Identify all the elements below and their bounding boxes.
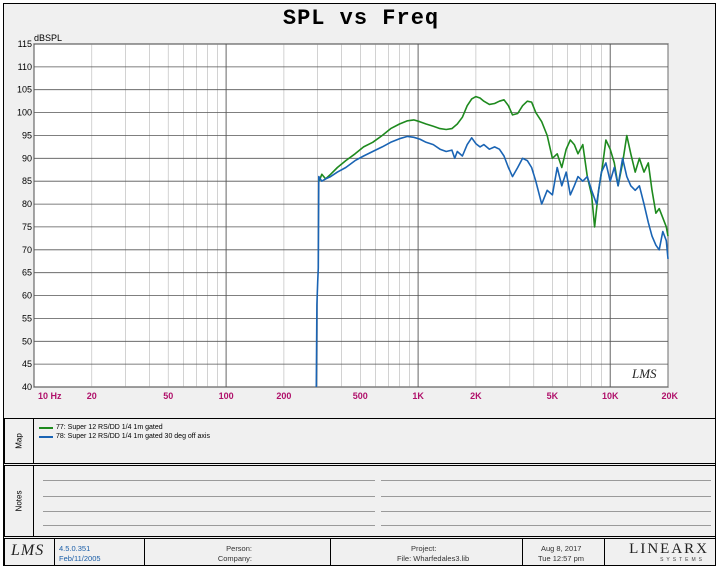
print-date: Aug 8, 2017 <box>541 544 582 553</box>
linearx-logo: LINEARX <box>629 541 709 557</box>
legend-swatch-blue <box>39 435 53 438</box>
footer-bar: LMS 4.5.0.351 Feb/11/2005 Person: Compan… <box>4 538 716 566</box>
project-label: Project: <box>411 544 437 553</box>
notes-tab-label: Notes <box>14 490 24 512</box>
y-tick-label: 50 <box>22 336 32 346</box>
footer-project-cell: Project: File: Wharfedales3.lib <box>331 539 523 565</box>
y-tick-label: 70 <box>22 245 32 255</box>
y-tick-label: 95 <box>22 131 32 141</box>
map-panel: Map 77: Super 12 RS/DD 1/4 1m gated 78: … <box>4 418 716 464</box>
y-tick-label: 85 <box>22 176 32 186</box>
build-date-text: Feb/11/2005 <box>59 554 101 563</box>
version-text: 4.5.0.351 <box>59 544 91 553</box>
legend-label: 77: Super 12 RS/DD 1/4 1m gated <box>56 424 163 431</box>
series-line-1 <box>318 95 669 237</box>
linearx-subtitle: SYSTEMS <box>660 557 705 563</box>
note-line[interactable] <box>43 480 375 481</box>
person-label: Person: <box>226 544 252 553</box>
map-tab-label: Map <box>14 433 24 449</box>
y-tick-labels: 40 45 50 55 60 65 70 75 80 85 90 95 100 105 110 115 <box>17 39 32 392</box>
note-line[interactable] <box>381 511 711 512</box>
notes-tab[interactable]: Notes <box>5 466 34 536</box>
legend-entry[interactable]: 77: Super 12 RS/DD 1/4 1m gated <box>39 424 163 431</box>
note-line[interactable] <box>381 525 711 526</box>
footer-date-cell: Aug 8, 2017 Tue 12:57 pm <box>523 539 605 565</box>
y-tick-label: 90 <box>22 153 32 163</box>
y-tick-label: 75 <box>22 222 32 232</box>
y-tick-label: 40 <box>22 382 32 392</box>
footer-version-cell: 4.5.0.351 Feb/11/2005 <box>55 539 145 565</box>
note-line[interactable] <box>43 525 375 526</box>
x-tick-label: 1K <box>412 391 424 401</box>
y-tick-label: 110 <box>18 62 32 72</box>
x-tick-label: 10K <box>602 391 619 401</box>
plot-lms-logo: LMS <box>631 366 657 381</box>
x-tick-label: 50 <box>163 391 173 401</box>
legend-swatch-green <box>39 426 53 429</box>
chart-title: SPL vs Freq <box>282 6 440 31</box>
x-tick-label: 10 Hz <box>38 391 62 401</box>
print-time: Tue 12:57 pm <box>538 554 584 563</box>
y-tick-label: 100 <box>17 108 32 118</box>
y-tick-label: 60 <box>22 291 32 301</box>
y-tick-label: 55 <box>22 313 32 323</box>
footer-logo-cell: LMS <box>5 539 55 565</box>
x-tick-label: 100 <box>219 391 234 401</box>
legend-label: 78: Super 12 RS/DD 1/4 1m gated 30 deg o… <box>56 433 210 440</box>
y-tick-label: 115 <box>18 39 32 49</box>
file-label: File: Wharfedales3.lib <box>397 554 470 563</box>
note-line[interactable] <box>381 496 711 497</box>
y-tick-label: 80 <box>22 199 32 209</box>
x-tick-label: 5K <box>547 391 559 401</box>
x-tick-label: 20 <box>87 391 97 401</box>
x-tick-label: 200 <box>276 391 291 401</box>
x-tick-labels: 10 Hz 20 50 100 200 500 1K 2K 5K 10K 20K <box>38 391 678 401</box>
y-tick-label: 45 <box>22 359 32 369</box>
spl-chart: 40 45 50 55 60 65 70 75 80 85 90 95 100 105 110 115 10 … <box>17 33 679 401</box>
note-line[interactable] <box>43 496 375 497</box>
series-layer <box>315 95 669 388</box>
y-tick-label: 105 <box>17 85 32 95</box>
x-tick-label: 20K <box>661 391 678 401</box>
x-tick-label: 500 <box>353 391 368 401</box>
lms-logo: LMS <box>11 542 45 559</box>
minor-grid <box>91 44 669 387</box>
footer-person-cell: Person: Company: <box>145 539 331 565</box>
series-line-2 <box>315 135 669 388</box>
note-line[interactable] <box>43 511 375 512</box>
legend-entry[interactable]: 78: Super 12 RS/DD 1/4 1m gated 30 deg o… <box>39 433 210 440</box>
plot-area-background <box>33 43 669 388</box>
y-axis-label: dBSPL <box>34 33 62 43</box>
note-line[interactable] <box>381 480 711 481</box>
y-tick-label: 65 <box>22 268 32 278</box>
notes-panel: Notes <box>4 465 716 537</box>
map-tab[interactable]: Map <box>5 419 34 463</box>
x-tick-label: 2K <box>470 391 482 401</box>
company-label: Company: <box>217 554 252 563</box>
major-grid <box>33 43 668 388</box>
